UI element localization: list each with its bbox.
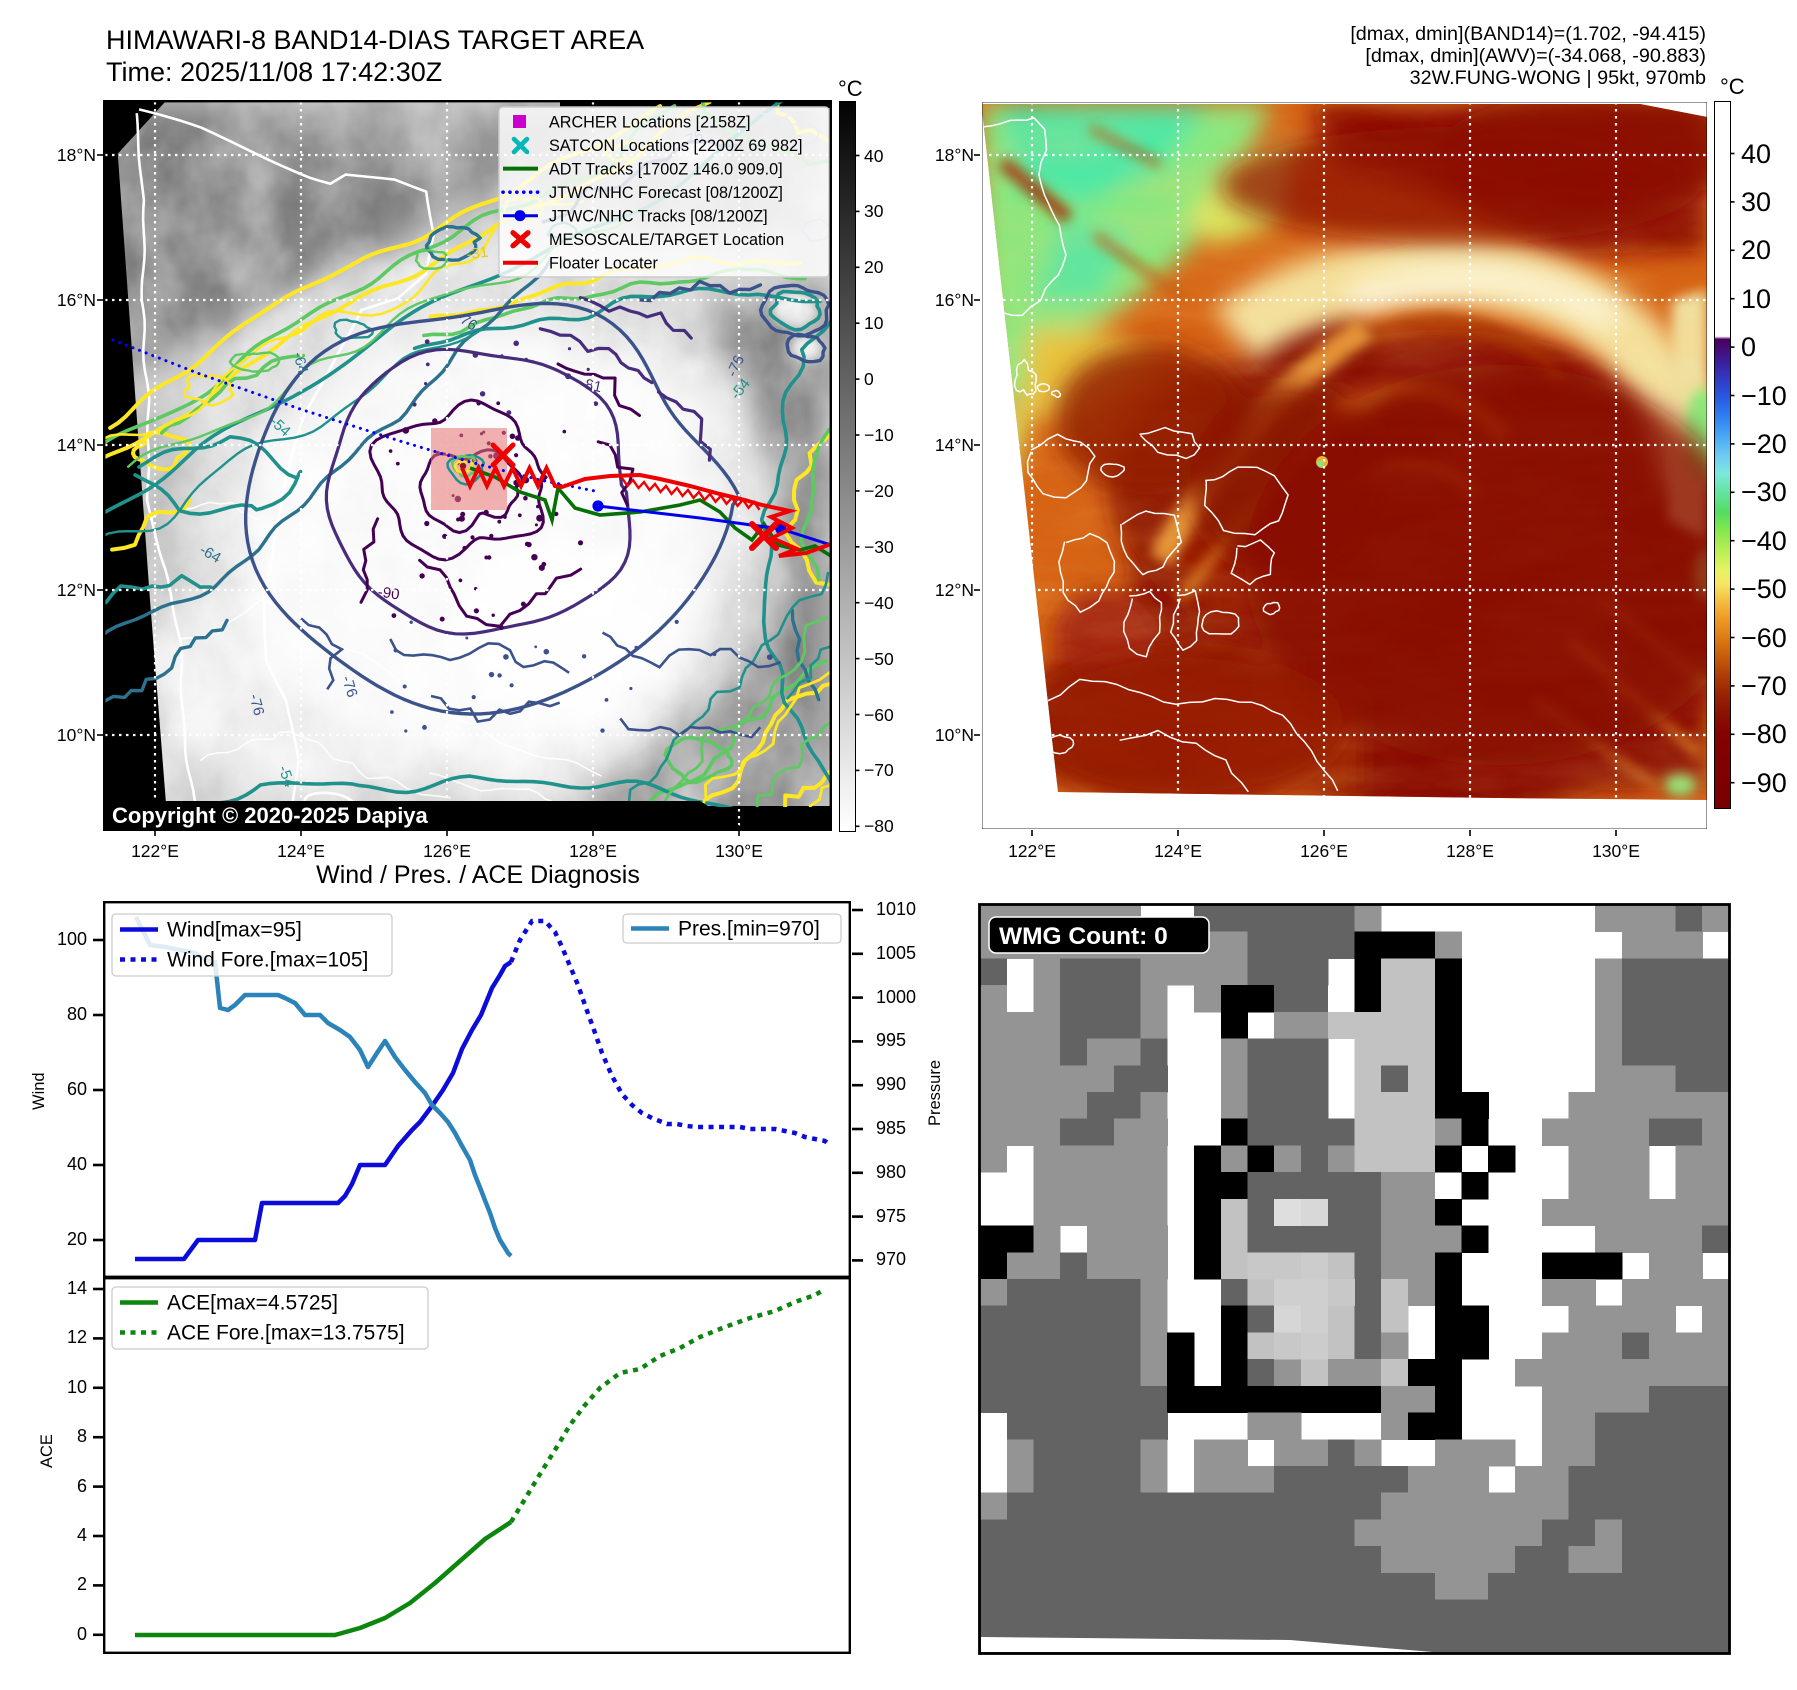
svg-text:-76: -76 — [338, 674, 361, 700]
svg-text:ACE[max=4.5725]: ACE[max=4.5725] — [167, 1292, 338, 1315]
svg-text:Wind Fore.[max=105]: Wind Fore.[max=105] — [167, 949, 368, 972]
svg-text:ACE Fore.[max=13.7575]: ACE Fore.[max=13.7575] — [167, 1322, 405, 1345]
svg-text:JTWC/NHC Tracks [08/1200Z]: JTWC/NHC Tracks [08/1200Z] — [549, 208, 768, 226]
svg-text:Copyright © 2020-2025 Dapiya: Copyright © 2020-2025 Dapiya — [112, 803, 429, 828]
svg-text:-31: -31 — [465, 244, 489, 264]
svg-text:-76: -76 — [245, 692, 267, 717]
svg-text:Floater Locater: Floater Locater — [549, 255, 658, 273]
svg-text:-54: -54 — [275, 763, 298, 789]
svg-text:MESOSCALE/TARGET Location: MESOSCALE/TARGET Location — [549, 231, 784, 249]
svg-text:SATCON Locations [2200Z 69 982: SATCON Locations [2200Z 69 982] — [549, 137, 802, 155]
svg-text:-90: -90 — [377, 584, 401, 604]
svg-text:ADT Tracks [1700Z 146.0 909.0]: ADT Tracks [1700Z 146.0 909.0] — [549, 160, 783, 178]
svg-text:JTWC/NHC Forecast [08/1200Z]: JTWC/NHC Forecast [08/1200Z] — [549, 184, 783, 202]
svg-text:-81: -81 — [579, 375, 604, 396]
svg-text:Wind[max=95]: Wind[max=95] — [167, 919, 302, 942]
svg-text:ARCHER Locations [2158Z]: ARCHER Locations [2158Z] — [549, 113, 751, 131]
svg-text:Pres.[min=970]: Pres.[min=970] — [678, 918, 820, 941]
svg-text:WMG Count: 0: WMG Count: 0 — [999, 923, 1168, 950]
